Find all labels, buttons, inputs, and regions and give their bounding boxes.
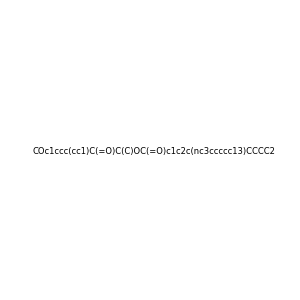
Text: COc1ccc(cc1)C(=O)C(C)OC(=O)c1c2c(nc3ccccc13)CCCC2: COc1ccc(cc1)C(=O)C(C)OC(=O)c1c2c(nc3cccc… — [32, 147, 275, 156]
